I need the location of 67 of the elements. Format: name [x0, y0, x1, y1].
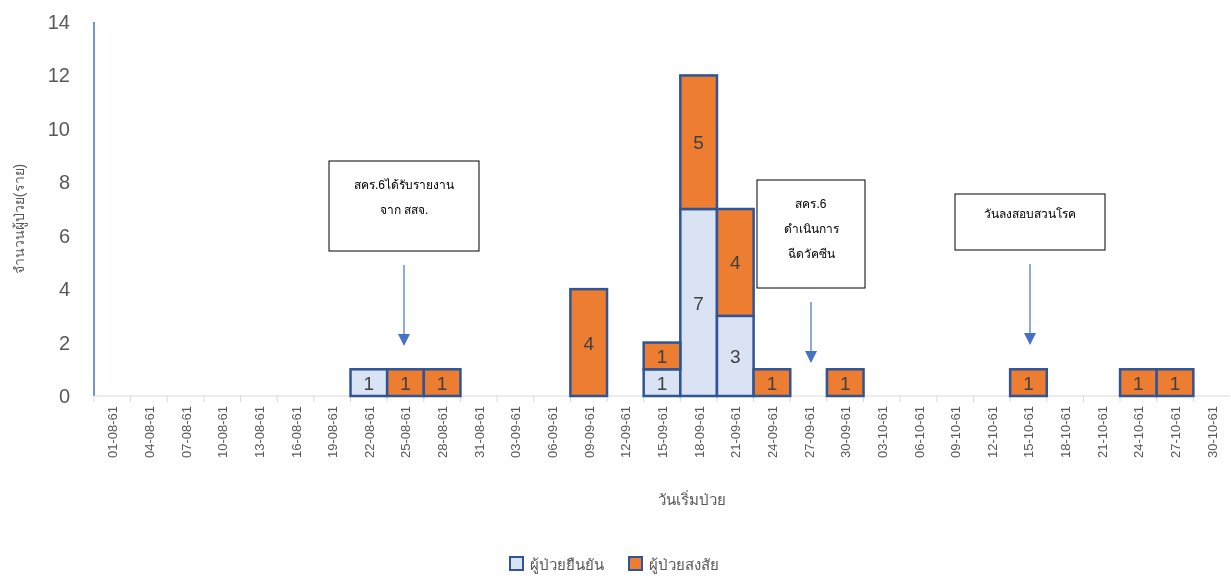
annotation: สคร.6 ดำเนินการ ฉีดวัคซีน [756, 179, 866, 289]
annotation: วันลงสอบสวนโรค [954, 193, 1106, 251]
x-tick-label: 31-08-61 [471, 406, 487, 459]
x-tick-label: 15-10-61 [1021, 406, 1037, 459]
data-label: 1 [1169, 372, 1181, 394]
x-tick-label: 27-10-61 [1168, 406, 1184, 459]
data-label: 1 [1133, 372, 1144, 394]
annotation: วันลงสอบสวนโรค [984, 207, 1076, 221]
x-tick-label: 10-08-61 [215, 406, 231, 459]
x-tick-label: 06-09-61 [545, 406, 561, 459]
x-tick-label: 09-09-61 [581, 406, 597, 459]
x-tick-label: 30-10-61 [1204, 406, 1220, 459]
data-label: 4 [583, 332, 595, 354]
y-tick-label: 4 [58, 278, 70, 301]
y-tick-label: 14 [47, 11, 70, 33]
data-label: 5 [693, 132, 704, 154]
data-label: 1 [656, 345, 668, 367]
data-label: 1 [839, 372, 851, 394]
bar [825, 368, 865, 398]
x-tick-label: 21-09-61 [728, 406, 744, 459]
x-tick-label: 21-10-61 [1094, 406, 1110, 459]
x-tick-label: 12-09-61 [618, 406, 634, 459]
x-tick-label: 03-09-61 [508, 406, 524, 459]
bar [1008, 368, 1049, 398]
y-tick-label: 8 [58, 171, 70, 194]
data-label: 4 [730, 252, 741, 274]
y-tick-label: 0 [58, 385, 70, 407]
y-tick-label: 10 [47, 117, 70, 140]
x-tick-label: 25-08-61 [398, 406, 414, 459]
x-tick-label: 30-09-61 [838, 406, 854, 459]
data-label: 1 [400, 372, 411, 394]
x-tick-label: 19-08-61 [325, 406, 341, 459]
annotation: สคร.6 ดำเนินการ ฉีดวัคซีน [783, 197, 840, 261]
x-tick-label: 22-08-61 [361, 406, 377, 459]
legend-label: ผู้ป่วยสงสัย [649, 556, 719, 574]
y-tick-label: 6 [58, 224, 70, 247]
data-label: 1 [656, 372, 668, 394]
x-tick-label: 24-09-61 [764, 406, 780, 459]
x-tick-label: 24-10-61 [1131, 406, 1147, 459]
y-axis-title: จำนวนผู้ป่วย(ราย) [11, 163, 28, 275]
annotation: สคร.6ได้รับรายงาน จาก สสจ. [353, 178, 455, 217]
x-tick-label: 04-08-61 [141, 406, 157, 459]
y-tick-label: 2 [58, 331, 70, 354]
legend-label: ผู้ป่วยยืนยัน [530, 556, 604, 574]
data-label: 7 [693, 292, 704, 314]
x-tick-label: 01-08-61 [105, 406, 121, 459]
y-tick-label: 12 [47, 64, 70, 87]
bar [569, 287, 609, 398]
annotation: สคร.6ได้รับรายงาน จาก สสจ. [328, 160, 480, 252]
x-tick-label: 03-10-61 [874, 406, 890, 459]
x-axis-title: วันเริ่มป่วย [658, 489, 726, 508]
data-label: 1 [1023, 372, 1034, 394]
x-tick-label: 27-09-61 [801, 406, 817, 459]
x-tick-label: 07-08-61 [178, 406, 194, 459]
x-tick-label: 16-08-61 [288, 406, 304, 459]
x-tick-label: 18-09-61 [691, 406, 707, 459]
x-tick-label: 12-10-61 [984, 406, 1000, 459]
x-tick-label: 15-09-61 [655, 406, 670, 459]
x-tick-label: 28-08-61 [435, 406, 451, 459]
data-label: 1 [766, 372, 778, 394]
x-tick-label: 09-10-61 [948, 406, 964, 459]
x-tick-label: 13-08-61 [251, 406, 267, 459]
x-tick-label: 06-10-61 [911, 406, 927, 459]
data-label: 1 [363, 372, 375, 394]
data-label: 3 [730, 345, 741, 367]
x-tick-label: 18-10-61 [1058, 406, 1074, 459]
data-label: 1 [436, 372, 448, 394]
